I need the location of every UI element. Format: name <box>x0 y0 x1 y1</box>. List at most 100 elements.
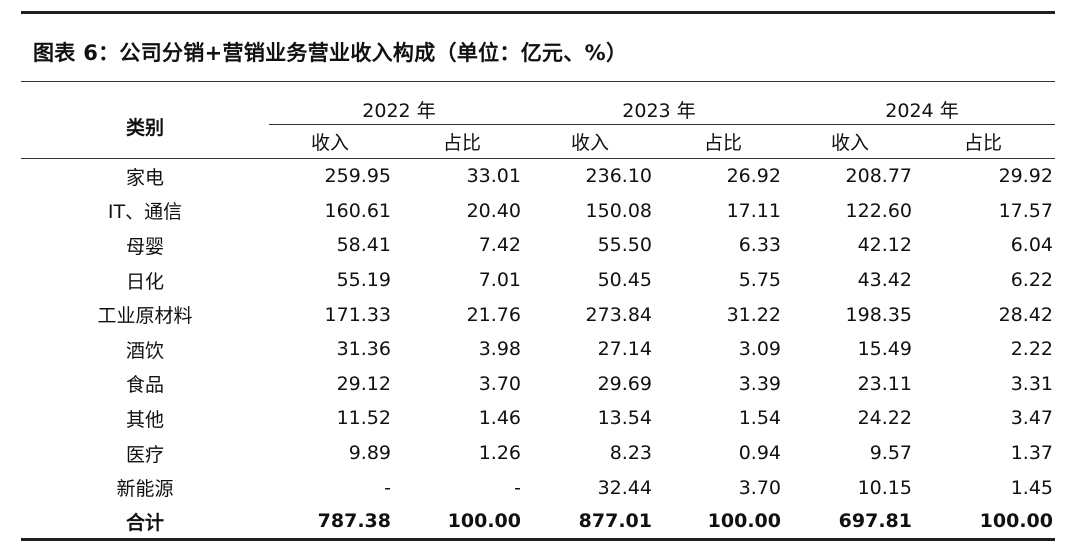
value-cell: 55.50 <box>597 234 652 257</box>
total-label: 合计 <box>21 504 269 541</box>
value-cell: 33.01 <box>466 165 521 188</box>
value-cell: 3.39 <box>738 372 781 395</box>
share-header: 占比 <box>920 124 1055 159</box>
value-cell: 259.95 <box>324 165 391 188</box>
total-value-cell: 787.38 <box>269 504 399 541</box>
total-row: 合计 787.38 100.00 877.01 100.00 697.81 10… <box>21 504 1055 541</box>
value-cell: 160.61 <box>324 199 391 222</box>
value-cell: 24.22 <box>857 407 912 430</box>
value-cell: 58.41 <box>336 234 391 257</box>
value-cell: 29.69 <box>597 372 652 395</box>
table-row: 家电 259.95 33.01 236.10 26.92 208.77 29.9… <box>21 159 1055 194</box>
value-cell: 6.04 <box>1010 234 1053 257</box>
category-cell: 酒饮 <box>125 339 164 362</box>
value-cell: 23.11 <box>857 372 912 395</box>
value-cell: 29.92 <box>998 165 1053 188</box>
value-cell: 43.42 <box>857 269 912 292</box>
category-cell: 食品 <box>125 374 164 397</box>
year-header-2022: 2022 年 <box>269 94 529 125</box>
value-cell: 31.36 <box>336 338 391 361</box>
table-row: 工业原材料 171.33 21.76 273.84 31.22 198.35 2… <box>21 297 1055 332</box>
year-header-2023: 2023 年 <box>529 94 789 125</box>
value-cell: 3.70 <box>478 372 521 395</box>
value-cell: 122.60 <box>845 199 912 222</box>
table-row: 母婴 58.41 7.42 55.50 6.33 42.12 6.04 <box>21 228 1055 263</box>
value-cell: - <box>514 476 521 499</box>
value-cell: 27.14 <box>597 338 652 361</box>
value-cell: 2.22 <box>1010 338 1053 361</box>
value-cell: 1.45 <box>1010 476 1053 499</box>
category-cell: 工业原材料 <box>97 305 193 328</box>
value-cell: 21.76 <box>466 303 521 326</box>
value-cell: 6.22 <box>1010 269 1053 292</box>
value-cell: 31.22 <box>726 303 781 326</box>
value-cell: 17.57 <box>998 199 1053 222</box>
category-cell: IT、通信 <box>107 201 183 224</box>
revenue-header: 收入 <box>529 124 660 159</box>
revenue-header: 收入 <box>269 124 399 159</box>
year-header-2024: 2024 年 <box>789 94 1055 125</box>
value-cell: 9.57 <box>869 442 912 465</box>
value-cell: 3.47 <box>1010 407 1053 430</box>
value-cell: 55.19 <box>336 269 391 292</box>
category-cell: 其他 <box>125 408 164 431</box>
table-row: 食品 29.12 3.70 29.69 3.39 23.11 3.31 <box>21 367 1055 402</box>
value-cell: 0.94 <box>738 442 781 465</box>
value-cell: 29.12 <box>336 372 391 395</box>
top-rule <box>21 11 1055 14</box>
table-row: 医疗 9.89 1.26 8.23 0.94 9.57 1.37 <box>21 436 1055 471</box>
total-value-cell: 100.00 <box>660 504 789 541</box>
value-cell: 20.40 <box>466 199 521 222</box>
value-cell: 50.45 <box>597 269 652 292</box>
value-cell: 150.08 <box>585 199 652 222</box>
value-cell: 13.54 <box>597 407 652 430</box>
total-value-cell: 697.81 <box>789 504 920 541</box>
category-cell: 家电 <box>125 166 164 189</box>
value-cell: 10.15 <box>857 476 912 499</box>
value-cell: 7.42 <box>478 234 521 257</box>
value-cell: 3.09 <box>738 338 781 361</box>
header-row-years: 类别 2022 年 2023 年 2024 年 <box>21 94 1055 159</box>
value-cell: 5.75 <box>738 269 781 292</box>
category-cell: 日化 <box>125 270 164 293</box>
value-cell: 42.12 <box>857 234 912 257</box>
table-row: 日化 55.19 7.01 50.45 5.75 43.42 6.22 <box>21 263 1055 298</box>
table-row: 酒饮 31.36 3.98 27.14 3.09 15.49 2.22 <box>21 332 1055 367</box>
value-cell: 6.33 <box>738 234 781 257</box>
value-cell: 1.26 <box>478 442 521 465</box>
value-cell: 9.89 <box>348 442 391 465</box>
value-cell: 1.54 <box>738 407 781 430</box>
category-cell: 母婴 <box>125 235 164 258</box>
value-cell: 8.23 <box>609 442 652 465</box>
share-header: 占比 <box>660 124 789 159</box>
value-cell: 3.70 <box>738 476 781 499</box>
value-cell: 17.11 <box>726 199 781 222</box>
value-cell: 1.46 <box>478 407 521 430</box>
header-row-metrics: 收入 占比 收入 占比 收入 占比 <box>21 124 1055 159</box>
value-cell: 7.01 <box>478 269 521 292</box>
revenue-table: 类别 2022 年 2023 年 2024 年 收入 占比 收入 占比 收入 占… <box>21 94 1055 541</box>
table-row: 新能源 - - 32.44 3.70 10.15 1.45 <box>21 470 1055 505</box>
caption-rule <box>21 81 1055 82</box>
category-header: 类别 <box>21 94 269 159</box>
value-cell: 198.35 <box>845 303 912 326</box>
value-cell: 1.37 <box>1010 442 1053 465</box>
table-caption: 图表 6：公司分销+营销业务营业收入构成（单位：亿元、%） <box>33 41 628 65</box>
value-cell: 208.77 <box>845 165 912 188</box>
value-cell: 273.84 <box>585 303 652 326</box>
value-cell: 28.42 <box>998 303 1053 326</box>
value-cell: 11.52 <box>336 407 391 430</box>
share-header: 占比 <box>399 124 529 159</box>
value-cell: 236.10 <box>585 165 652 188</box>
total-value-cell: 877.01 <box>529 504 660 541</box>
value-cell: 15.49 <box>857 338 912 361</box>
table-row: IT、通信 160.61 20.40 150.08 17.11 122.60 1… <box>21 194 1055 229</box>
category-cell: 新能源 <box>116 478 174 501</box>
table-figure: 图表 6：公司分销+营销业务营业收入构成（单位：亿元、%） 类别 2022 年 … <box>21 11 1055 541</box>
total-value-cell: 100.00 <box>920 504 1055 541</box>
value-cell: 3.98 <box>478 338 521 361</box>
total-value-cell: 100.00 <box>399 504 529 541</box>
revenue-header: 收入 <box>789 124 920 159</box>
value-cell: - <box>384 476 391 499</box>
category-cell: 医疗 <box>125 443 164 466</box>
